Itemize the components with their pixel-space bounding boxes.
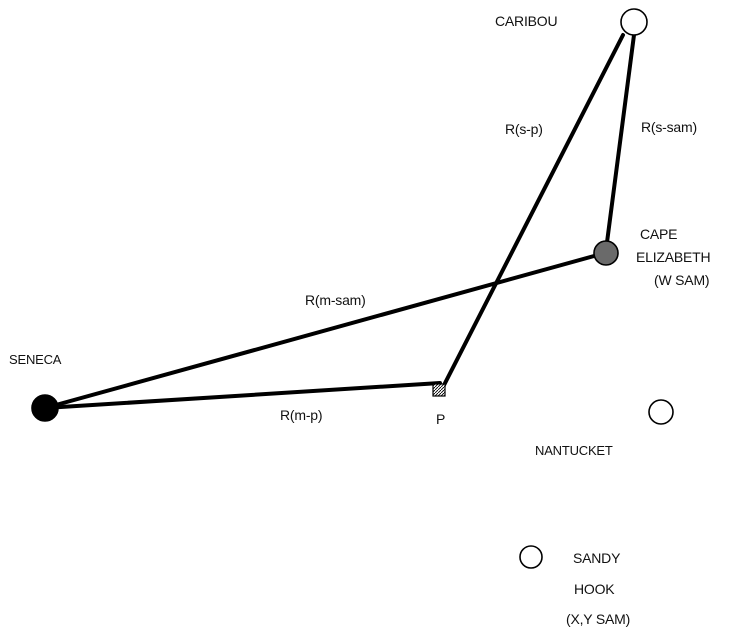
seneca-label: SENECA [9,352,62,367]
nantucket-label: NANTUCKET [535,443,613,458]
nantucket-station-marker [648,399,674,425]
cape-elizabeth-label-line2: ELIZABETH [636,249,710,265]
cape-elizabeth-station-marker [593,240,619,266]
point-p-marker [432,383,446,397]
caribou-label: CARIBOU [495,13,557,29]
sandy-hook-label-line1: SANDY [573,550,621,566]
sandy-hook-role-label: (X,Y SAM) [566,611,630,627]
line-caribou-to-p [439,33,625,393]
caribou-station-marker [620,8,648,36]
cape-elizabeth-label-line1: CAPE [640,226,677,242]
sandy-hook-station-marker [519,545,543,569]
range-label-m-sam: R(m-sam) [305,292,366,308]
range-label-s-p: R(s-p) [505,121,543,137]
range-label-s-sam: R(s-sam) [641,119,697,135]
sandy-hook-label-line2: HOOK [574,581,615,597]
range-label-m-p: R(m-p) [280,407,322,423]
point-p-label: P [436,411,445,427]
line-caribou-to-cape-elizabeth [604,33,636,252]
line-seneca-to-p [43,381,442,410]
seneca-station-marker [31,394,59,422]
line-seneca-to-cape-elizabeth [43,251,607,410]
cape-elizabeth-role-label: (W SAM) [654,272,709,288]
